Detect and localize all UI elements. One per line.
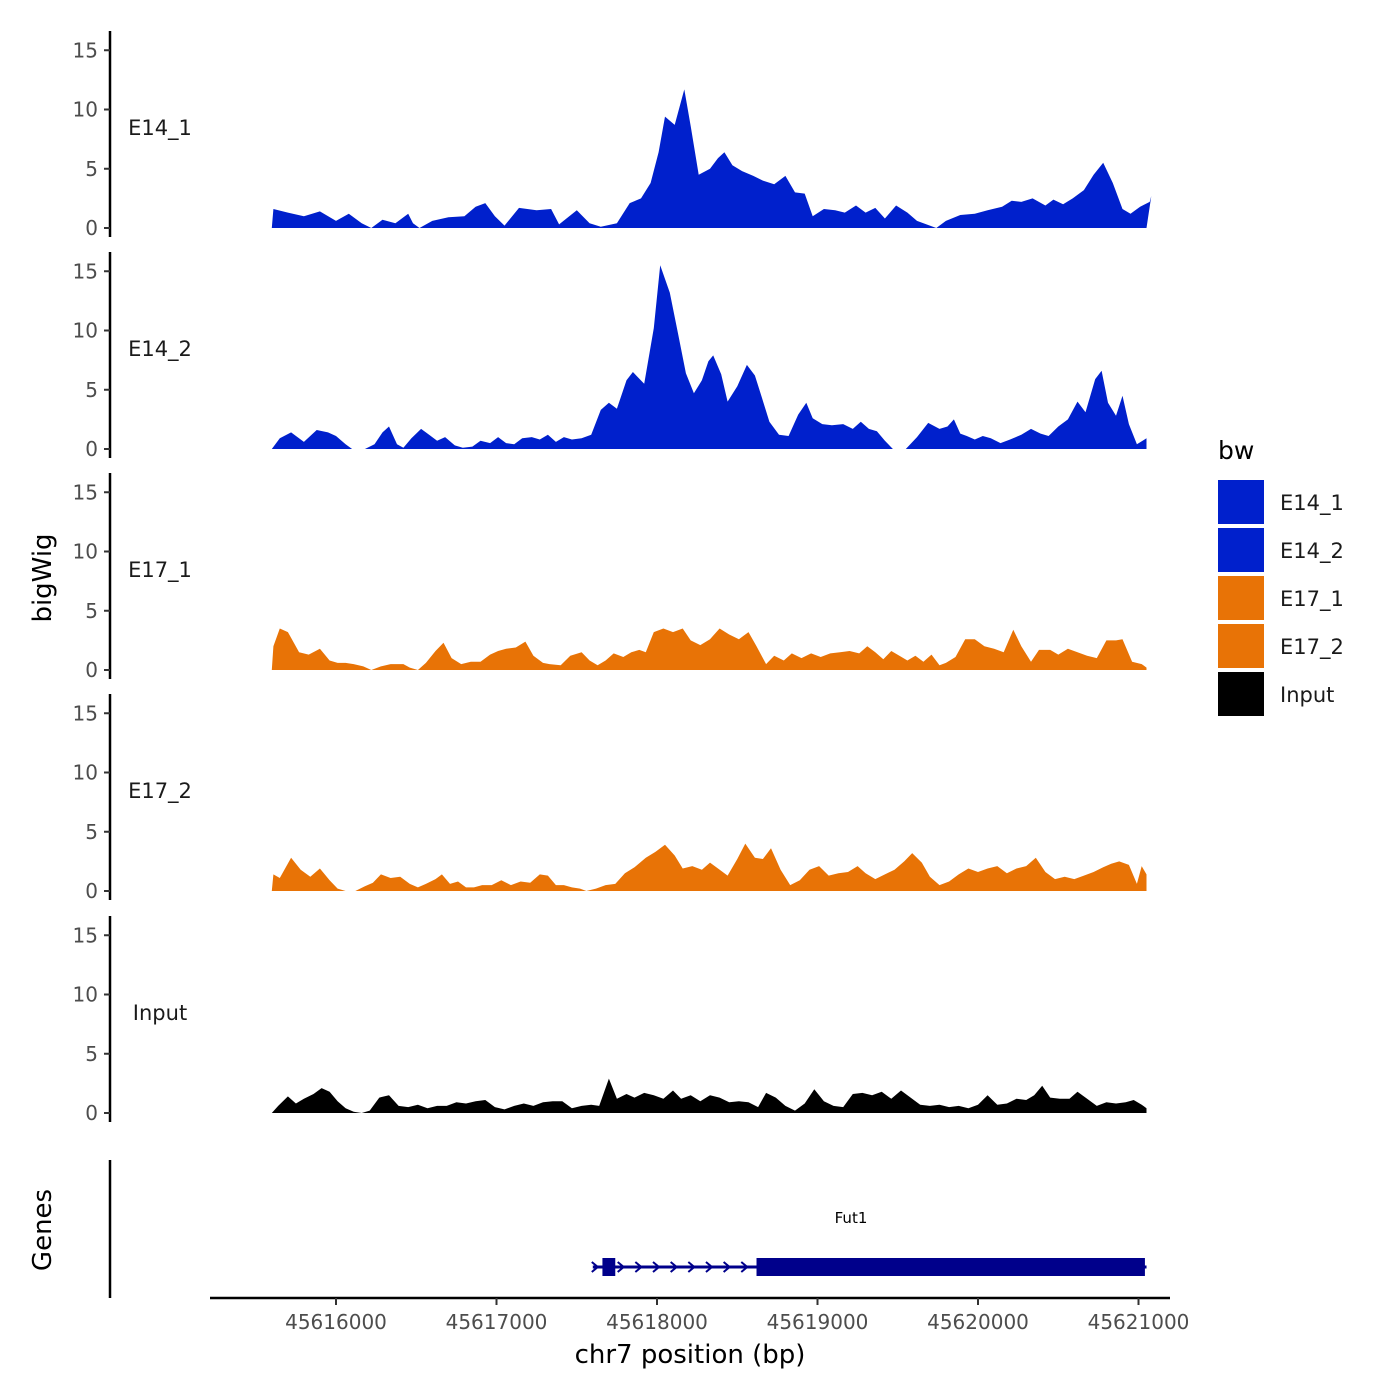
- x-tick-label: 45616000: [285, 1310, 387, 1334]
- track-label: Input: [133, 1001, 187, 1025]
- coverage-tracks: 0 5 10 15 E14_1 0 5 10 15 E14_2 0 5 10 15 E17_1 0 5 10 15 E…: [73, 31, 1152, 1125]
- legend-key-Input: [1218, 672, 1264, 716]
- strand-arrow: [687, 1261, 696, 1273]
- track-E17_1: 0 5 10 15 E17_1: [73, 473, 1147, 682]
- x-tick-label: 45619000: [767, 1310, 869, 1334]
- coverage-area-E14_2: [271, 265, 1147, 449]
- y-axis-title: bigWig: [28, 533, 58, 622]
- coverage-area-E17_1: [271, 628, 1147, 670]
- strand-arrow: [705, 1261, 714, 1273]
- x-tick-label: 45621000: [1088, 1310, 1190, 1334]
- strand-arrow: [670, 1261, 679, 1273]
- y-tick-label: 0: [85, 879, 98, 903]
- y-tick-label: 0: [85, 216, 98, 240]
- y-tick-label: 10: [73, 761, 98, 785]
- legend-key-E14_2: [1218, 528, 1264, 572]
- coverage-area-E14_1: [271, 89, 1152, 229]
- x-axis: 45616000 45617000 45618000 45619000 45620000…: [210, 1296, 1190, 1334]
- track-label: E14_1: [128, 116, 192, 141]
- y-tick-label: 5: [85, 820, 98, 844]
- legend-label: Input: [1280, 683, 1334, 707]
- legend-label: E14_2: [1280, 539, 1344, 564]
- y-tick-label: 5: [85, 599, 98, 623]
- legend-key-E17_1: [1218, 576, 1264, 620]
- legend: bw E14_1 E14_2 E17_1 E17_2 Input: [1218, 436, 1344, 716]
- track-E17_2: 0 5 10 15 E17_2: [73, 694, 1147, 903]
- y-tick-label: 15: [73, 259, 98, 283]
- legend-label: E14_1: [1280, 491, 1344, 516]
- x-tick-label: 45618000: [606, 1310, 708, 1334]
- legend-title: bw: [1218, 436, 1254, 465]
- strand-arrow: [740, 1261, 749, 1273]
- y-tick-label: 10: [73, 98, 98, 122]
- y-tick-label: 5: [85, 1042, 98, 1066]
- strand-arrow: [591, 1261, 600, 1273]
- legend-label: E17_2: [1280, 635, 1344, 660]
- strand-arrow: [617, 1261, 626, 1273]
- y-tick-label: 10: [73, 319, 98, 343]
- gene-label: Fut1: [835, 1209, 868, 1227]
- y-tick-label: 0: [85, 437, 98, 461]
- strand-arrow: [722, 1261, 732, 1273]
- gene-exon: [602, 1258, 616, 1276]
- x-tick-label: 45620000: [927, 1310, 1029, 1334]
- y-tick-label: 15: [73, 923, 98, 947]
- y-tick-label: 5: [85, 157, 98, 181]
- legend-label: E17_1: [1280, 587, 1344, 612]
- coverage-area-E17_2: [271, 843, 1147, 891]
- genes-panel: Fut1: [108, 1160, 1147, 1298]
- strand-arrow: [634, 1261, 643, 1273]
- legend-key-E17_2: [1218, 624, 1264, 668]
- y-tick-label: 15: [73, 701, 98, 725]
- coverage-area-Input: [271, 1078, 1147, 1113]
- x-axis-title: chr7 position (bp): [575, 1340, 806, 1370]
- track-label: E17_1: [128, 558, 192, 583]
- y-tick-label: 5: [85, 378, 98, 402]
- y-tick-label: 0: [85, 1101, 98, 1125]
- track-E14_2: 0 5 10 15 E14_2: [73, 252, 1147, 461]
- track-label: E17_2: [128, 779, 192, 804]
- y-tick-label: 15: [73, 38, 98, 62]
- track-label: E14_2: [128, 337, 192, 362]
- y-tick-label: 10: [73, 983, 98, 1007]
- genes-axis-title: Genes: [28, 1189, 58, 1271]
- legend-key-E14_1: [1218, 480, 1264, 524]
- gene-exon: [756, 1258, 1145, 1276]
- strand-arrow: [652, 1261, 661, 1273]
- y-tick-label: 0: [85, 658, 98, 682]
- track-E14_1: 0 5 10 15 E14_1: [73, 31, 1152, 240]
- y-tick-label: 10: [73, 540, 98, 564]
- y-tick-label: 15: [73, 480, 98, 504]
- x-tick-label: 45617000: [446, 1310, 548, 1334]
- track-Input: 0 5 10 15 Input: [73, 916, 1147, 1125]
